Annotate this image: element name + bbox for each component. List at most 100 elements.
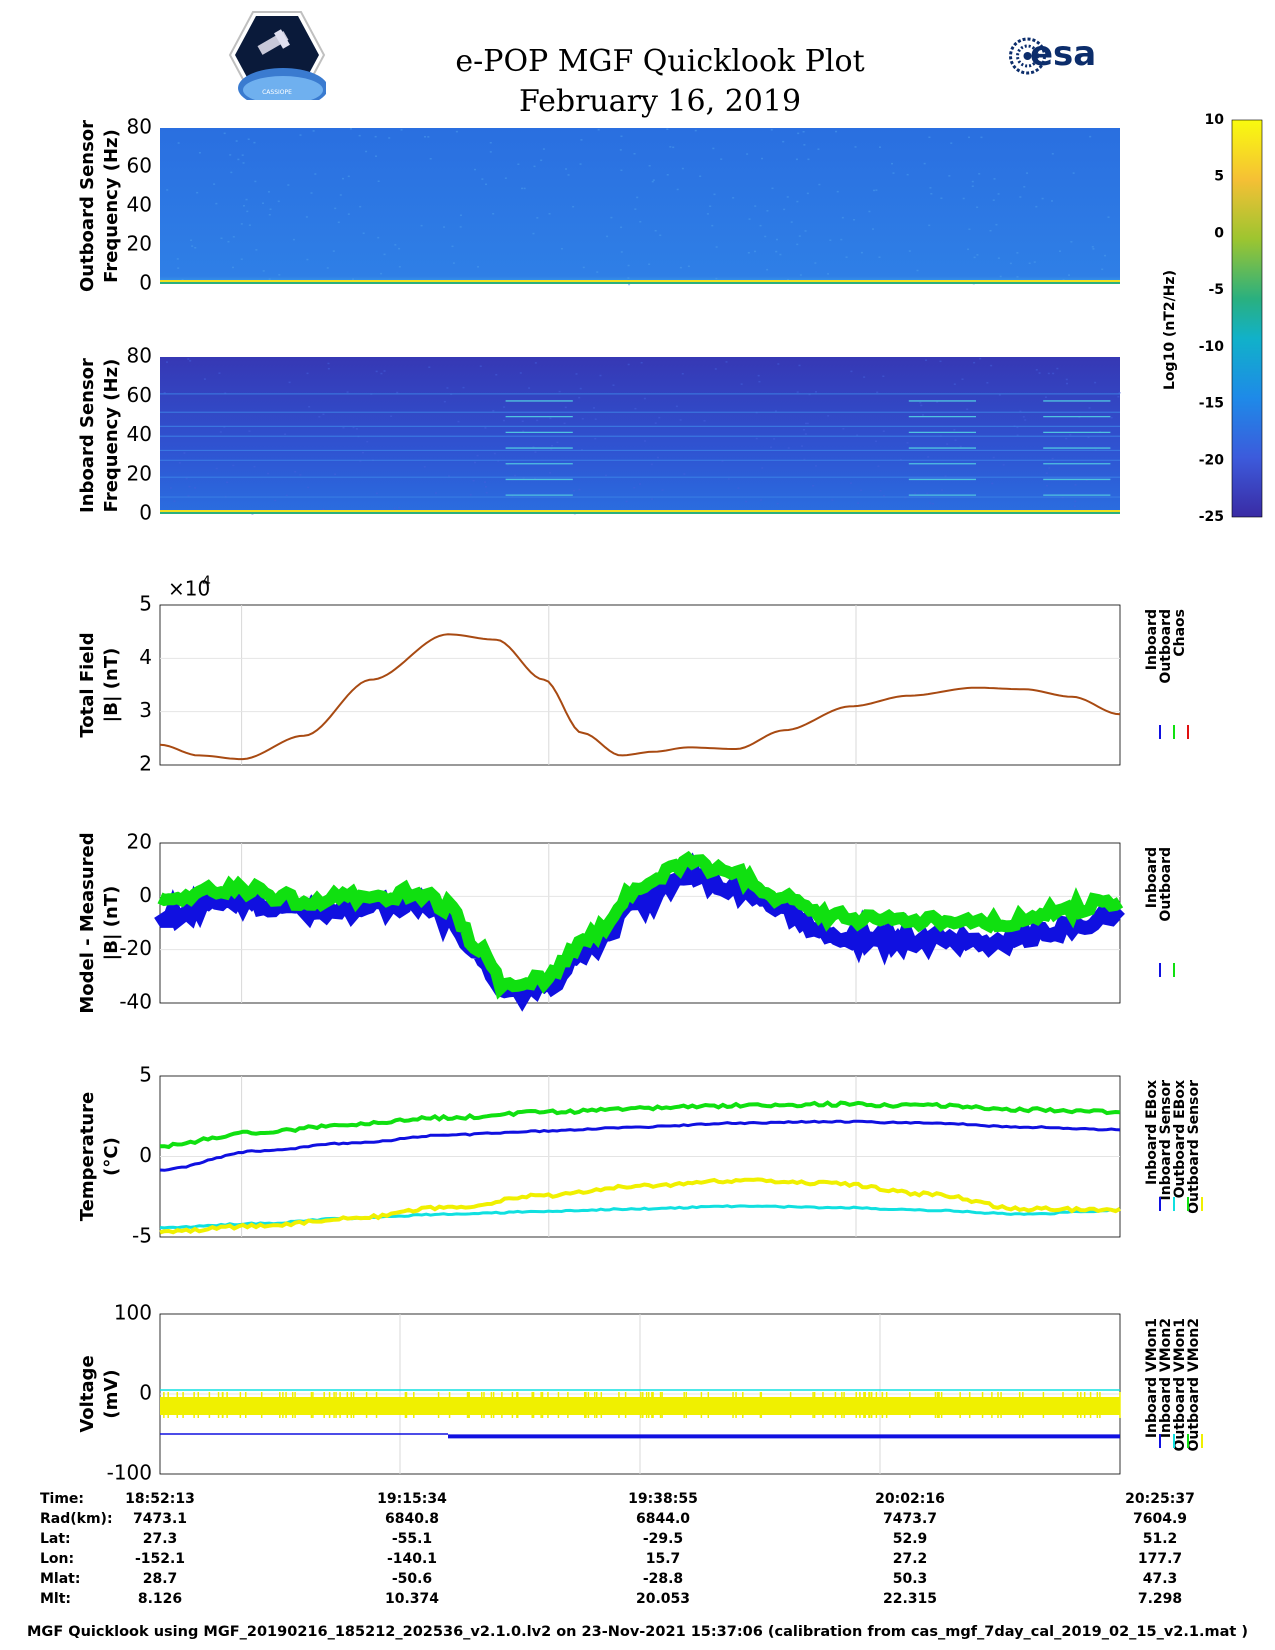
spectrogram-speckle bbox=[953, 429, 955, 431]
spectrogram-speckle bbox=[775, 410, 777, 412]
spectrogram-speckle bbox=[477, 266, 479, 268]
y-tick-label: 0 bbox=[139, 1381, 152, 1405]
spectrogram-speckle bbox=[233, 236, 235, 238]
spectrogram-speckle bbox=[177, 258, 179, 260]
spectrogram-speckle bbox=[241, 223, 243, 225]
spectrogram-speckle bbox=[728, 478, 730, 480]
spectrogram-speckle bbox=[484, 481, 486, 483]
spectrogram-speckle bbox=[1065, 438, 1067, 440]
spectrogram-speckle bbox=[490, 151, 492, 153]
spectrogram-speckle bbox=[565, 168, 567, 170]
spectrogram-speckle bbox=[521, 188, 523, 190]
spectrogram-speckle bbox=[628, 265, 630, 267]
spectrogram-speckle bbox=[783, 209, 785, 211]
spectrogram-speckle bbox=[986, 382, 988, 384]
spectrogram-speckle bbox=[593, 407, 595, 409]
y-tick-label: 80 bbox=[127, 344, 152, 368]
spectrogram-speckle bbox=[709, 206, 711, 208]
spectrogram-speckle bbox=[556, 442, 558, 444]
spectrogram-speckle bbox=[771, 129, 773, 131]
spectrogram-speckle bbox=[807, 159, 809, 161]
spectrogram-speckle bbox=[289, 382, 291, 384]
spectrogram-speckle bbox=[396, 392, 398, 394]
spectrogram-speckle bbox=[460, 226, 462, 228]
spectrogram-speckle bbox=[194, 487, 196, 489]
spectrogram-speckle bbox=[713, 194, 715, 196]
info-cell: 19:15:34 bbox=[352, 1491, 472, 1507]
spectrogram-speckle bbox=[872, 228, 874, 230]
spectrogram-speckle bbox=[1046, 485, 1048, 487]
spectrogram-speckle bbox=[946, 443, 948, 445]
spectrogram-speckle bbox=[651, 498, 653, 500]
spectrogram-speckle bbox=[376, 371, 378, 373]
spectrogram-speckle bbox=[166, 189, 168, 191]
spectrogram-speckle bbox=[384, 370, 386, 372]
spectrogram-speckle bbox=[187, 358, 189, 360]
spectrogram-speckle bbox=[173, 500, 175, 502]
spectrogram-speckle bbox=[699, 176, 701, 178]
y-tick-label: 80 bbox=[127, 115, 152, 139]
spectrogram-speckle bbox=[626, 501, 628, 503]
spectrogram-speckle bbox=[596, 271, 598, 273]
spectrogram-speckle bbox=[528, 387, 530, 389]
spectrogram-speckle bbox=[857, 502, 859, 504]
spectrogram-speckle bbox=[580, 139, 582, 141]
spectrogram-speckle bbox=[492, 213, 494, 215]
spectrogram-speckle bbox=[1101, 269, 1103, 271]
spectrogram-speckle bbox=[246, 199, 248, 201]
spectrogram-speckle bbox=[998, 257, 1000, 259]
y-tick-label: 5 bbox=[139, 1063, 152, 1087]
y-axis-label: Outboard Sensor bbox=[77, 120, 98, 292]
info-cell: -29.5 bbox=[603, 1531, 723, 1547]
total-field-axes bbox=[160, 605, 1120, 765]
info-cell: 28.7 bbox=[100, 1571, 220, 1587]
y-tick-label: 0 bbox=[139, 501, 152, 525]
spectrogram-speckle bbox=[286, 495, 288, 497]
spectrogram-speckle bbox=[348, 176, 350, 178]
spectrogram-speckle bbox=[928, 137, 930, 139]
spectrogram-speckle bbox=[634, 408, 636, 410]
inboard-spectrogram-base-band bbox=[160, 512, 1120, 514]
spectrogram-speckle bbox=[963, 198, 965, 200]
spectrogram-speckle bbox=[480, 365, 482, 367]
spectrogram-speckle bbox=[424, 136, 426, 138]
info-cell: -152.1 bbox=[100, 1551, 220, 1567]
spectrogram-speckle bbox=[1029, 263, 1031, 265]
spectrogram-speckle bbox=[186, 478, 188, 480]
spectrogram-speckle bbox=[766, 210, 768, 212]
spectrogram-speckle bbox=[876, 392, 878, 394]
spectrogram-speckle bbox=[613, 384, 615, 386]
spectrogram-speckle bbox=[1089, 136, 1091, 138]
spectrogram-speckle bbox=[473, 480, 475, 482]
spectrogram-speckle bbox=[605, 475, 607, 477]
footer-caption: MGF Quicklook using MGF_20190216_185212_… bbox=[0, 1624, 1275, 1640]
y-tick-label: 60 bbox=[127, 154, 152, 178]
spectrogram-speckle bbox=[745, 501, 747, 503]
spectrogram-speckle bbox=[941, 489, 943, 491]
spectrogram-speckle bbox=[633, 487, 635, 489]
spectrogram-speckle bbox=[495, 374, 497, 376]
spectrogram-speckle bbox=[966, 409, 968, 411]
spectrogram-speckle bbox=[1048, 467, 1050, 469]
spectrogram-speckle bbox=[384, 254, 386, 256]
spectrogram-speckle bbox=[1066, 383, 1068, 385]
spectrogram-speckle bbox=[274, 500, 276, 502]
spectrogram-speckle bbox=[878, 256, 880, 258]
info-cell: 6844.0 bbox=[603, 1511, 723, 1527]
spectrogram-speckle bbox=[797, 133, 799, 135]
spectrogram-speckle bbox=[976, 207, 978, 209]
inboard-spectrogram-image bbox=[160, 357, 1120, 514]
spectrogram-speckle bbox=[761, 467, 763, 469]
spectrogram-speckle bbox=[226, 482, 228, 484]
spectrogram-speckle bbox=[850, 371, 852, 373]
info-cell: 7604.9 bbox=[1100, 1511, 1220, 1527]
spectrogram-speckle bbox=[191, 245, 193, 247]
spectrogram-speckle bbox=[453, 262, 455, 264]
spectrogram-speckle bbox=[760, 225, 762, 227]
spectrogram-speckle bbox=[430, 158, 432, 160]
spectrogram-speckle bbox=[460, 215, 462, 217]
spectrogram-speckle bbox=[610, 217, 612, 219]
spectrogram-speckle bbox=[817, 148, 819, 150]
spectrogram-speckle bbox=[347, 391, 349, 393]
info-cell: 50.3 bbox=[850, 1571, 970, 1587]
